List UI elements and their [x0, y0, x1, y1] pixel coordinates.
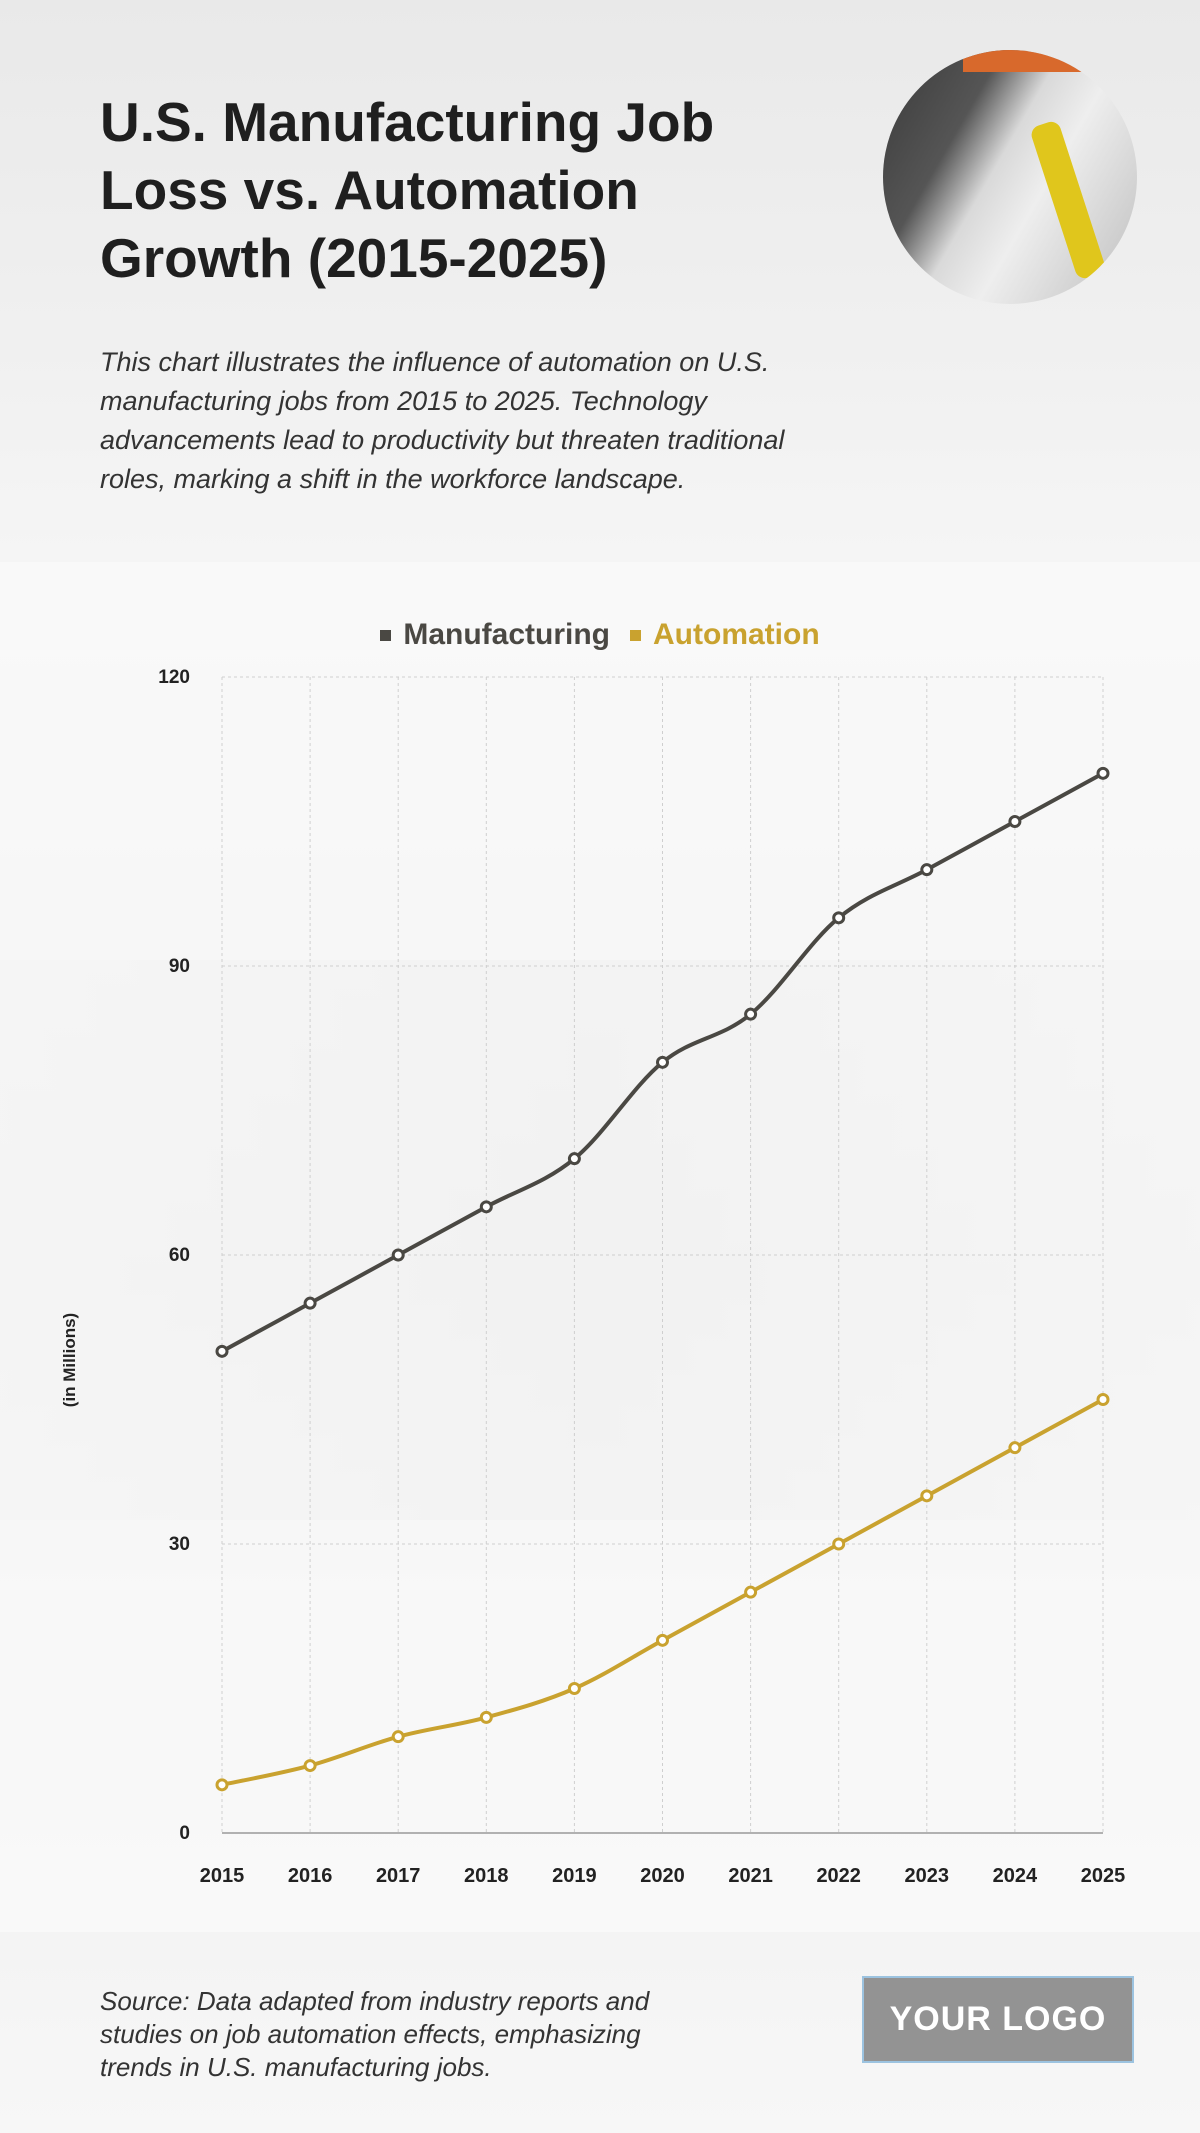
data-point-manufacturing [920, 863, 934, 877]
data-point-automation [479, 1710, 493, 1724]
data-point-automation [656, 1633, 669, 1647]
data-point-manufacturing [832, 911, 846, 925]
y-axis-title: (in Millions) [60, 1312, 79, 1408]
legend-swatch-manufacturing [380, 629, 392, 641]
x-tick-label: 2021 [728, 1865, 773, 1887]
x-tick-label: 2024 [993, 1865, 1038, 1887]
page-title: U.S. Manufacturing Job Loss vs. Automati… [100, 91, 715, 289]
data-point-manufacturing [215, 1344, 229, 1358]
legend: Manufacturing Automation [0, 618, 1200, 652]
axis-ticks: 0 30 60 90 120 2015 2016 2017 2018 2019 2020 2021 20… [158, 667, 1125, 1887]
series-lines [215, 766, 1110, 1792]
x-tick-label: 2015 [200, 1865, 245, 1887]
y-tick-label: 0 [179, 1823, 190, 1844]
logo-placeholder: YOUR LOGO [862, 1976, 1134, 2063]
source-note: Source: Data adapted from industry repor… [100, 1986, 650, 2082]
legend-label-manufacturing: Manufacturing [403, 618, 611, 651]
data-point-manufacturing [391, 1248, 405, 1262]
data-point-manufacturing [744, 1007, 758, 1021]
y-tick-label: 30 [169, 1534, 190, 1555]
data-point-automation [567, 1682, 581, 1695]
data-point-automation [832, 1537, 846, 1551]
x-tick-label: 2019 [552, 1865, 597, 1887]
y-tick-label: 120 [158, 667, 190, 688]
chart-panel [0, 562, 1200, 1932]
data-point-manufacturing [656, 1055, 669, 1069]
y-tick-label: 90 [169, 956, 190, 977]
x-tick-label: 2016 [288, 1865, 333, 1887]
legend-item-automation: Automation [630, 618, 820, 652]
data-point-manufacturing [567, 1152, 581, 1166]
data-point-manufacturing [303, 1296, 317, 1310]
data-point-automation [391, 1730, 405, 1744]
data-point-automation [1008, 1441, 1022, 1455]
data-point-automation [215, 1778, 229, 1792]
legend-label-automation: Automation [653, 618, 820, 651]
data-point-manufacturing [479, 1200, 493, 1214]
robot-arm-photo [883, 50, 1137, 304]
x-tick-label: 2020 [640, 1865, 685, 1887]
x-tick-label: 2018 [464, 1865, 509, 1887]
data-point-manufacturing [1008, 815, 1022, 828]
data-point-automation [744, 1585, 758, 1599]
x-tick-label: 2023 [905, 1865, 950, 1887]
grid [221, 676, 1104, 1834]
y-tick-label: 60 [169, 1245, 190, 1266]
data-point-automation [1096, 1393, 1110, 1406]
x-tick-label: 2025 [1081, 1865, 1126, 1887]
data-point-automation [920, 1489, 934, 1503]
data-point-manufacturing [1096, 766, 1110, 780]
legend-swatch-automation [630, 629, 642, 641]
x-tick-label: 2017 [376, 1865, 421, 1887]
description: This chart illustrates the influence of … [100, 347, 785, 494]
series-line-automation [221, 1397, 1104, 1787]
x-tick-label: 2022 [816, 1865, 861, 1887]
legend-item-manufacturing: Manufacturing [380, 618, 610, 652]
data-point-automation [303, 1759, 317, 1773]
